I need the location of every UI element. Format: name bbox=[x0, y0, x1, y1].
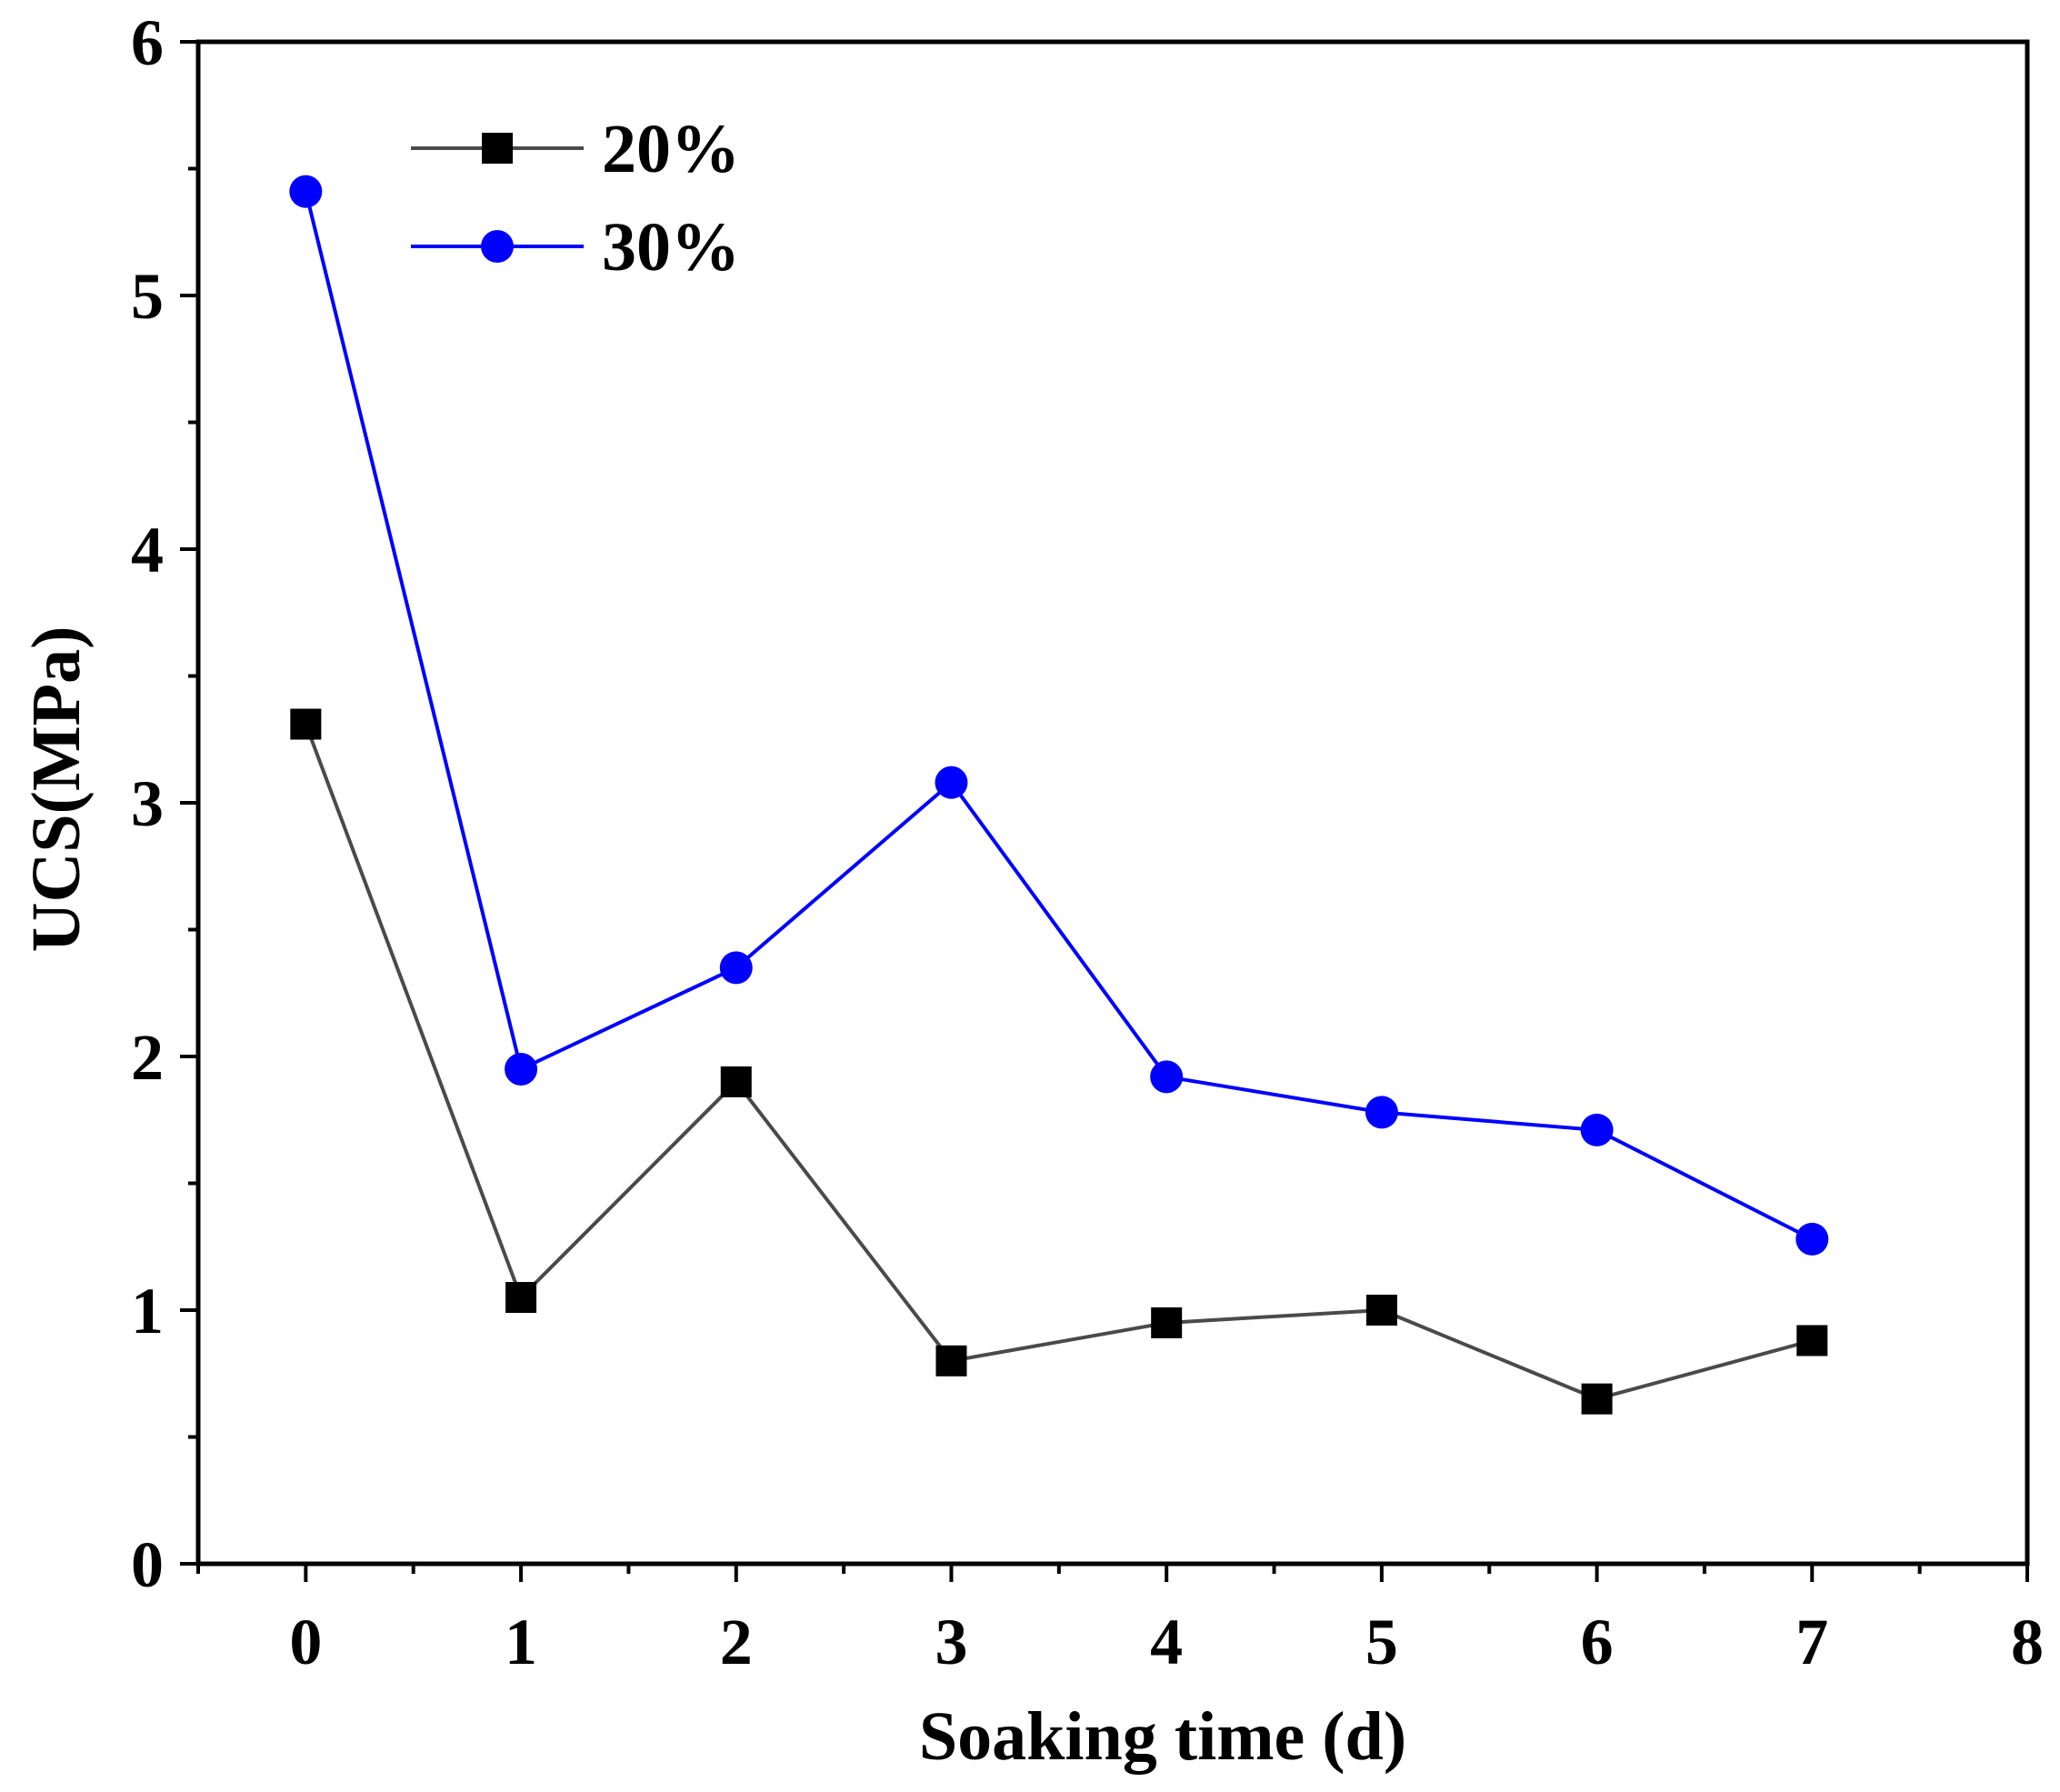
data-point-circle bbox=[1580, 1113, 1614, 1146]
legend: 20%30% bbox=[411, 111, 740, 285]
y-tick-label: 1 bbox=[131, 1275, 164, 1347]
data-point-circle bbox=[1365, 1096, 1398, 1129]
x-tick-label: 2 bbox=[720, 1606, 753, 1678]
legend-label-2: 30% bbox=[602, 209, 740, 285]
data-point-square bbox=[1796, 1325, 1828, 1357]
data-point-circle bbox=[935, 766, 968, 799]
data-point-square bbox=[505, 1282, 537, 1314]
y-tick-label: 5 bbox=[131, 260, 164, 333]
data-point-square bbox=[720, 1066, 752, 1097]
x-tick-label: 5 bbox=[1365, 1606, 1398, 1678]
x-axis-title: Soaking time (d) bbox=[919, 1698, 1406, 1775]
x-tick-label: 6 bbox=[1581, 1606, 1614, 1678]
axes: 0 1 2 3 4 5 6 7 8 0 1 2 3 4 5 6 bbox=[131, 6, 2044, 1678]
x-tick-label: 1 bbox=[505, 1606, 537, 1678]
legend-marker-circle bbox=[481, 230, 514, 263]
x-tick-label: 8 bbox=[2011, 1606, 2044, 1678]
y-tick-label: 6 bbox=[131, 6, 164, 79]
x-tick-label: 7 bbox=[1795, 1606, 1828, 1678]
x-tick-label: 3 bbox=[935, 1606, 967, 1678]
y-tick-label: 4 bbox=[131, 514, 164, 586]
data-point-square bbox=[1151, 1306, 1183, 1338]
data-point-square bbox=[935, 1345, 967, 1377]
y-tick-label: 3 bbox=[131, 767, 164, 840]
data-point-square bbox=[1581, 1383, 1613, 1415]
legend-label-1: 20% bbox=[602, 111, 740, 187]
data-point-square bbox=[1365, 1295, 1397, 1326]
series-line-2 bbox=[304, 191, 1814, 1241]
plot-frame bbox=[195, 39, 2030, 1567]
x-tick-label: 4 bbox=[1150, 1606, 1183, 1678]
x-tick-label: 0 bbox=[289, 1606, 322, 1678]
series-layer bbox=[289, 175, 1829, 1415]
y-tick-label: 2 bbox=[131, 1021, 164, 1094]
data-point-circle bbox=[289, 175, 323, 208]
data-point-square bbox=[290, 708, 322, 740]
y-axis-title: UCS(MPa) bbox=[18, 626, 95, 953]
data-point-circle bbox=[1795, 1222, 1829, 1256]
data-point-circle bbox=[505, 1052, 538, 1086]
legend-marker-square bbox=[482, 133, 513, 164]
series-line-1 bbox=[304, 723, 1813, 1401]
data-point-circle bbox=[719, 951, 753, 985]
data-point-circle bbox=[1150, 1060, 1184, 1094]
y-tick-label: 0 bbox=[131, 1528, 164, 1601]
